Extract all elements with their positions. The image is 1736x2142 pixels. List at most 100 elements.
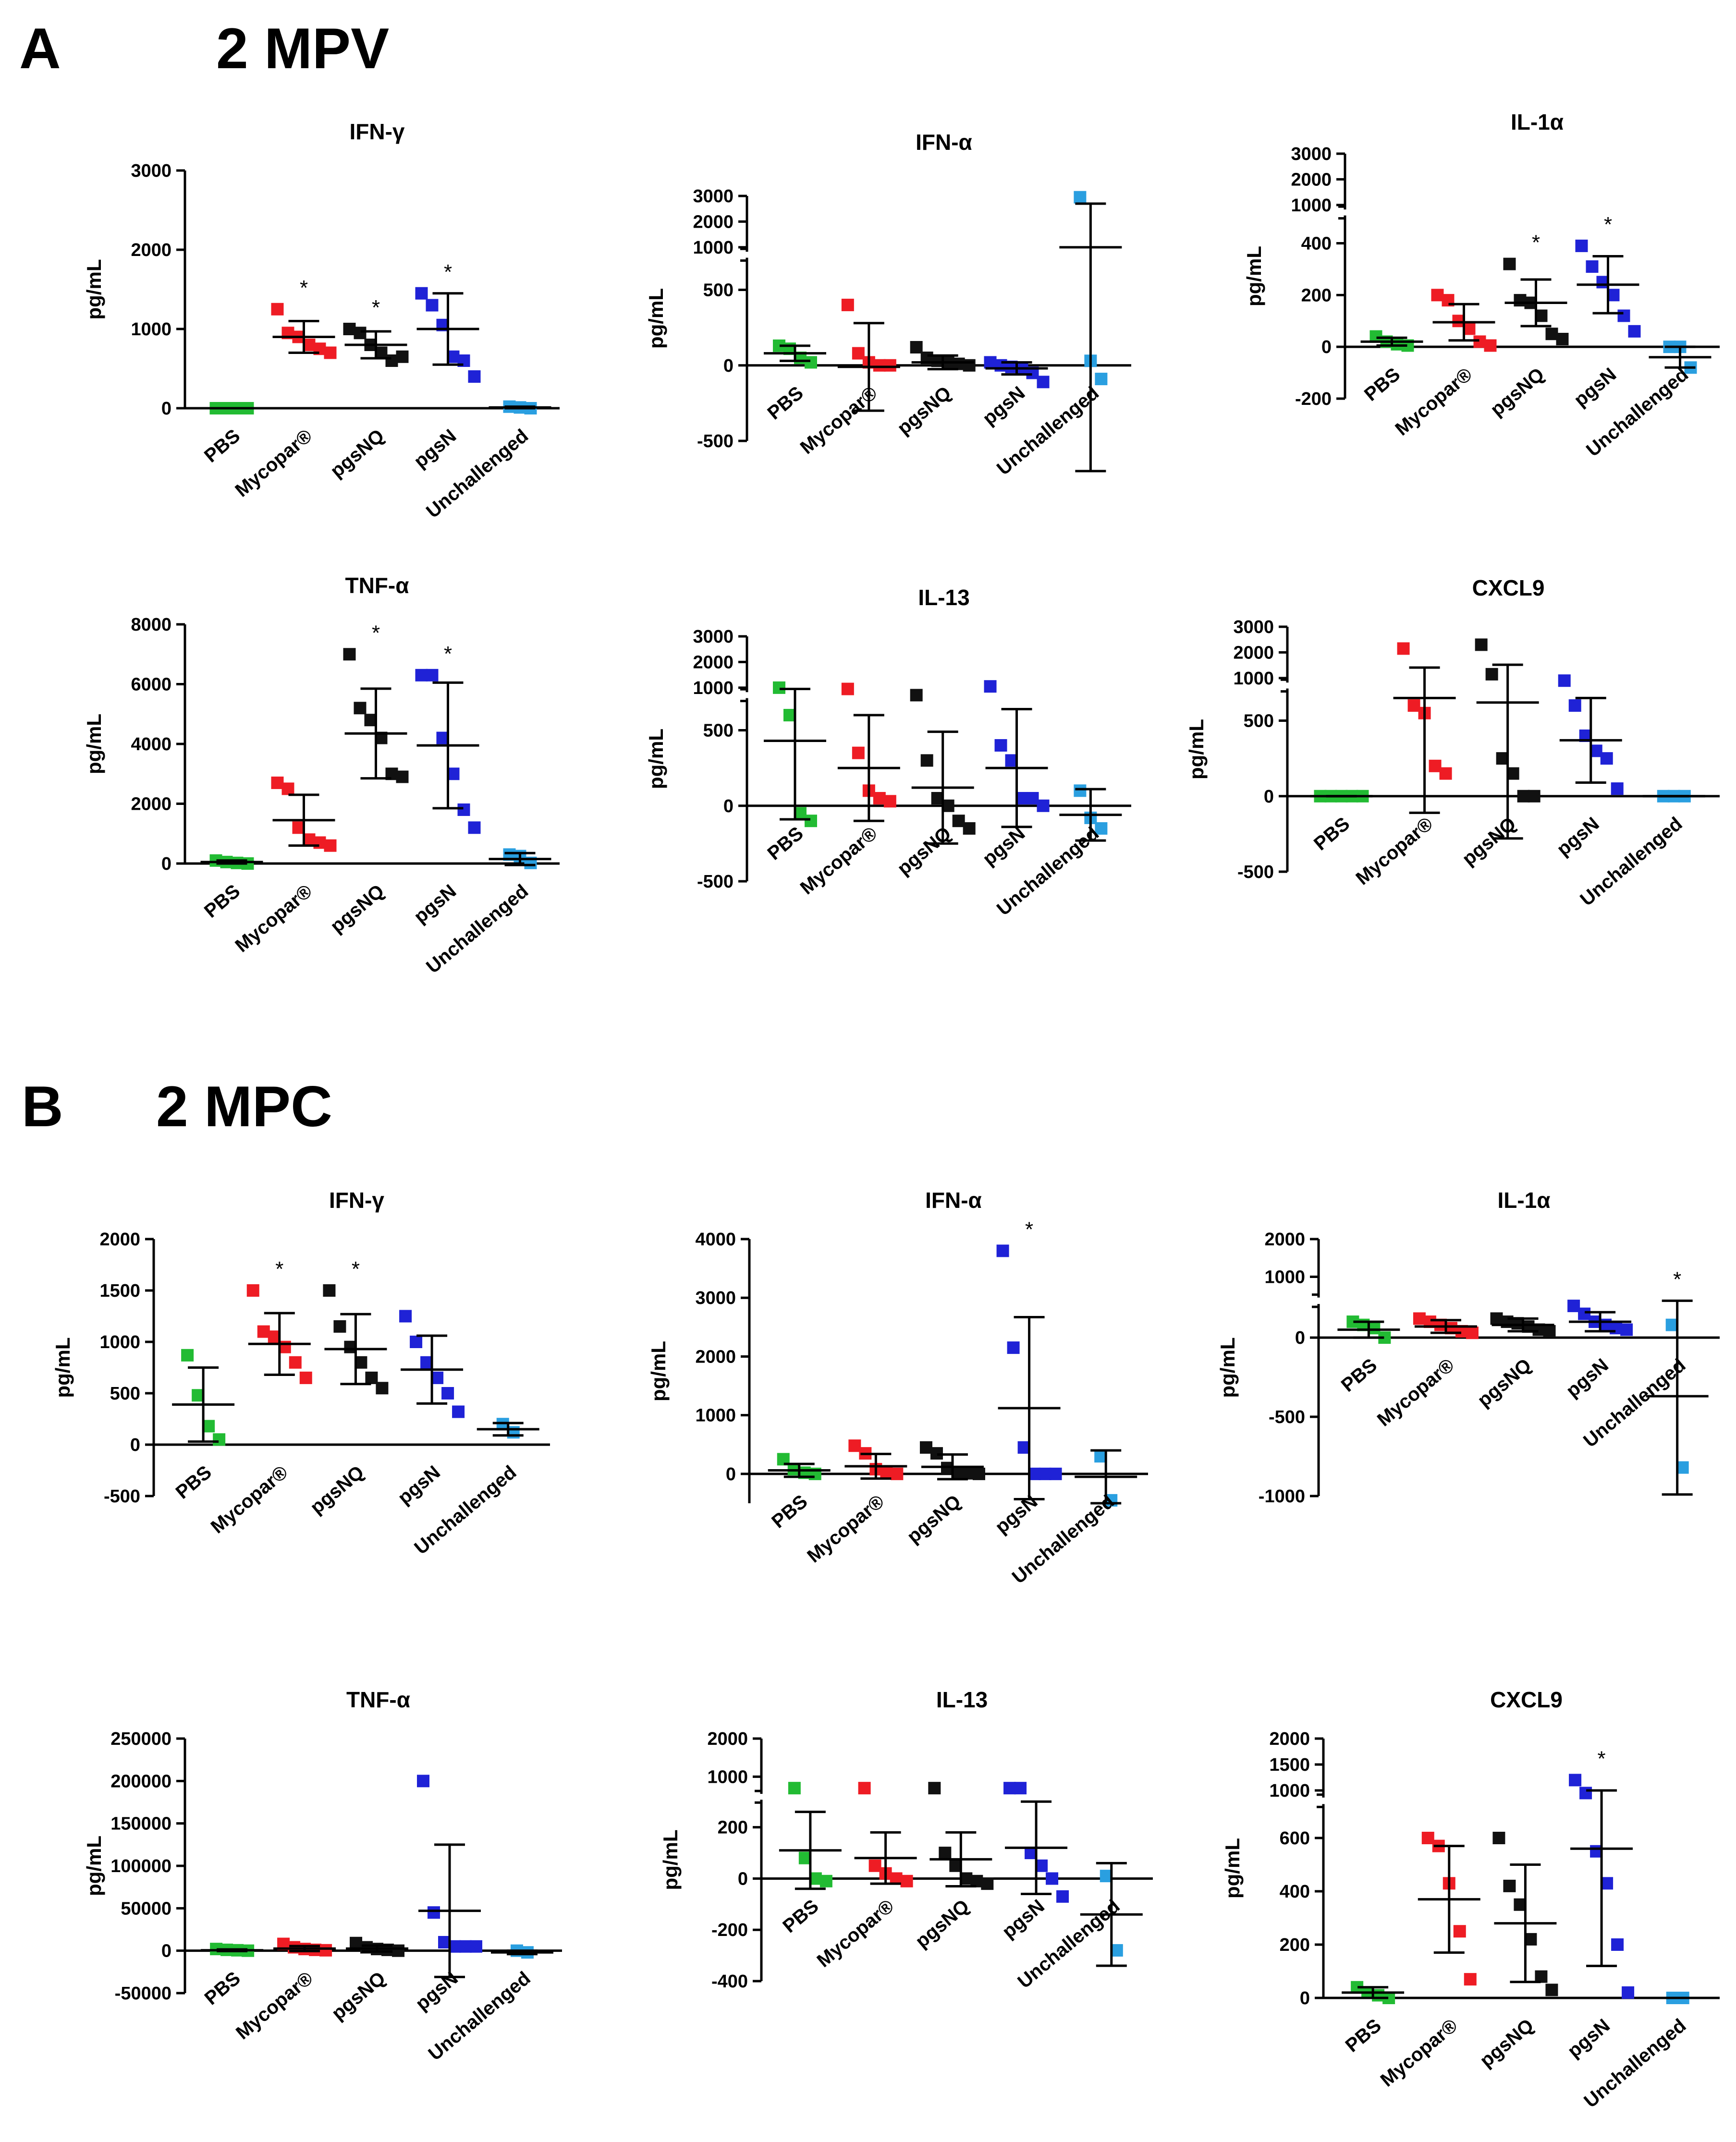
y-tick-label: 0 [1321,337,1332,357]
series-pgsn: * pgsN [1570,213,1640,411]
data-point [1504,258,1516,270]
series-mycopar: Mycopar® [1377,1832,1480,2091]
x-category-label: PBS [768,1491,811,1533]
y-tick-label: 0 [130,1435,140,1455]
y-tick-label: -500 [1237,862,1274,882]
data-point [458,803,470,816]
y-tick-label: 2000 [1269,1729,1310,1749]
chart-b-il1a: IL-1α-1000-500010002000pg/mL PBSMycopar® p… [1216,1188,1720,1507]
data-point [1622,1986,1634,1999]
x-category-label: pgsN [1553,813,1603,860]
y-tick-label: 2000 [1264,1229,1305,1250]
panel-letter-b: B [22,1074,63,1139]
series-pbs: PBS [768,1453,831,1532]
y-tick-label: 1000 [1291,195,1332,216]
y-axis-label: pg/mL [645,729,667,789]
x-category-label: pgsNQ [328,1968,390,2024]
y-tick-label: 1000 [1233,669,1274,689]
data-point [1503,1880,1516,1892]
y-tick-label: -500 [697,872,734,892]
x-category-label: PBS [1342,2015,1385,2057]
chart-title: IFN-γ [329,1188,384,1213]
chart-title: TNF-α [345,573,409,598]
y-tick-label: 2000 [695,1347,736,1367]
chart-b-tnfa: TNF-α-5000005000010000015000020000025000… [83,1687,562,2065]
y-tick-label: 2000 [693,652,734,672]
series-unchallenged: Unchallenged [422,401,551,523]
series-pgsn: pgsN [394,1310,465,1509]
chart-title: IFN-γ [350,119,405,144]
series-pgsnq: pgsNQ [893,689,976,879]
y-tick-label: 400 [1301,234,1332,254]
y-tick-label: 1000 [707,1767,748,1787]
chart-title: CXCL9 [1490,1687,1563,1712]
y-tick-label: 1000 [693,238,734,258]
series-pgsn: * pgsN [410,642,480,927]
chart-title: CXCL9 [1472,575,1545,600]
data-point [1050,1468,1062,1480]
y-tick-label: -400 [711,1972,748,1992]
data-point [1095,373,1107,385]
significance-star: * [1673,1267,1681,1291]
y-tick-label: 600 [1280,1828,1310,1849]
y-axis-label: pg/mL [83,714,105,774]
x-category-label: Mycopar® [1352,813,1437,889]
data-point [981,1877,993,1890]
data-point [973,1468,985,1480]
data-point [995,739,1007,752]
y-tick-label: 500 [110,1384,140,1404]
chart-a-ifna: IFN-α-5000500100020003000pg/mLPBSMycopar… [645,130,1131,479]
data-point [1074,784,1086,797]
panel-letter-a: A [19,16,61,81]
x-category-label: PBS [763,382,807,424]
data-point [333,1320,346,1333]
data-point [376,1382,388,1394]
y-tick-label: -500 [1269,1407,1305,1427]
series-pgsn: pgsN [978,356,1049,429]
data-point [910,689,923,701]
x-category-label: PBS [200,425,244,467]
y-tick-label: 0 [726,1464,736,1485]
data-point [452,1406,465,1418]
y-axis-label: pg/mL [1216,1338,1239,1398]
x-category-label: pgsN [978,823,1029,870]
significance-star: * [444,260,452,284]
data-point [319,1944,332,1957]
x-category-label: pgsN [1562,1354,1613,1401]
data-point [396,770,409,783]
series-pbs: PBS [1360,330,1423,405]
y-tick-label: 3000 [693,186,734,207]
data-point [354,327,367,339]
x-category-label: Mycopar® [1373,1354,1458,1430]
y-tick-label: 500 [703,721,734,741]
y-axis-label: pg/mL [83,259,105,320]
data-point [891,1468,903,1480]
x-category-label: pgsNQ [327,880,389,937]
section-b-header: B 2 MPC [22,1074,332,1139]
significance-star: * [1598,1747,1606,1770]
x-category-label: pgsN [410,425,460,472]
data-point [963,822,976,835]
y-tick-label: 3000 [1291,144,1332,164]
y-tick-label: 0 [738,1869,748,1889]
y-tick-label: 500 [1244,711,1274,731]
y-tick-label: 3000 [693,627,734,647]
series-unchallenged: Unchallenged [993,191,1122,480]
data-point [1397,642,1410,655]
significance-star: * [1604,213,1612,236]
y-tick-label: 1000 [1264,1267,1305,1287]
data-point [939,1847,951,1859]
x-category-label: PBS [779,1896,822,1937]
data-point [417,1775,429,1787]
series-mycopar: Mycopar® [796,299,900,458]
data-point [354,702,367,714]
y-tick-label: 0 [161,399,171,419]
x-category-label: pgsNQ [1474,1354,1536,1411]
series-pgsn: pgsN [412,1775,482,2015]
data-point [901,1875,913,1887]
data-point [399,1310,412,1323]
y-tick-label: 0 [1300,1988,1310,2008]
y-tick-label: 3000 [131,161,171,181]
y-tick-label: 1500 [1269,1755,1310,1775]
x-category-label: pgsN [412,1968,462,2015]
